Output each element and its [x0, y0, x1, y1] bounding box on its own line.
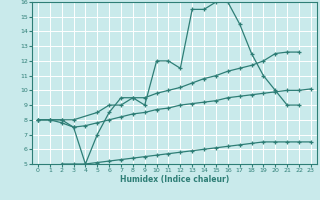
X-axis label: Humidex (Indice chaleur): Humidex (Indice chaleur): [120, 175, 229, 184]
